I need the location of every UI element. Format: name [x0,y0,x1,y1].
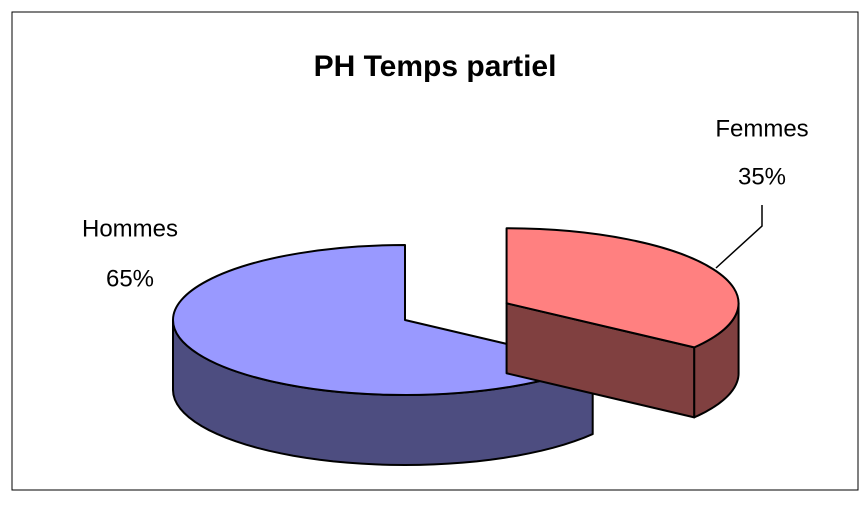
slice-value-label: 35% [738,163,786,190]
slice-category-label: Femmes [715,115,808,142]
slice [505,227,740,349]
leader-line [715,205,763,269]
chart-title: PH Temps partiel [314,50,557,83]
slice [172,244,594,396]
slice-value-label: 65% [106,265,154,292]
slice-category-label: Hommes [82,215,178,242]
